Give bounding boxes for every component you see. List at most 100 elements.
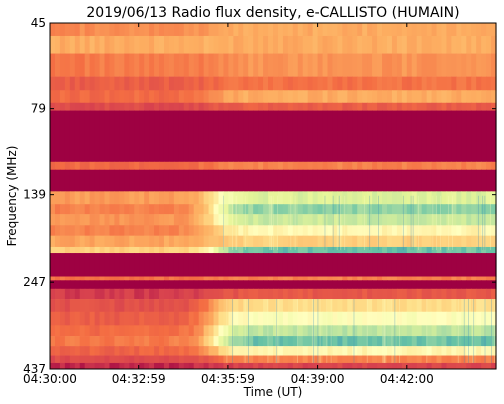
heatmap-cell (441, 90, 448, 104)
heatmap-cell (287, 102, 294, 111)
heatmap-cell (471, 253, 477, 277)
heatmap-cell (372, 110, 378, 163)
heatmap-cell (198, 214, 205, 226)
heatmap-cell (139, 214, 145, 226)
heatmap-cell (441, 325, 448, 337)
heatmap-cell (367, 355, 373, 364)
heatmap-cell (396, 53, 403, 77)
heatmap-cell (159, 35, 165, 54)
heatmap-cell (74, 355, 81, 364)
heatmap-cell (302, 246, 309, 254)
heatmap-cell (208, 35, 215, 54)
heatmap-cell (243, 280, 249, 290)
heatmap-cell (163, 225, 170, 236)
heatmap-cell (134, 280, 140, 290)
heatmap-cell (416, 276, 423, 281)
heatmap-cell (99, 336, 106, 347)
heatmap-cell (203, 90, 210, 104)
heatmap-cell (416, 102, 423, 111)
heatmap-cell (287, 23, 294, 37)
heatmap-cell (282, 76, 289, 91)
heatmap-cell (193, 336, 200, 347)
heatmap-cell (391, 53, 398, 77)
heatmap-cell (243, 110, 249, 163)
heatmap-cell (124, 169, 130, 192)
heatmap-cell (149, 23, 155, 37)
heatmap-cell (64, 235, 71, 248)
heatmap-cell (307, 204, 314, 215)
heatmap-cell (391, 325, 398, 337)
heatmap-cell (372, 336, 378, 347)
heatmap-cell (258, 288, 264, 300)
heatmap-cell (50, 362, 56, 370)
heatmap-cell (50, 169, 56, 192)
heatmap-cell (50, 53, 56, 77)
heatmap-cell (426, 276, 433, 281)
heatmap-cell (287, 362, 294, 370)
heatmap-cell (406, 276, 413, 281)
heatmap-cell (491, 246, 497, 254)
heatmap-cell (431, 53, 438, 77)
heatmap-cell (426, 311, 433, 326)
heatmap-cell (481, 214, 487, 226)
heatmap-cell (149, 53, 155, 77)
heatmap-cell (322, 225, 329, 236)
heatmap-cell (406, 225, 413, 236)
heatmap-cell (79, 246, 86, 254)
heatmap-cell (431, 355, 438, 364)
heatmap-cell (198, 346, 205, 356)
heatmap-cell (277, 225, 284, 236)
heatmap-cell (292, 191, 299, 205)
heatmap-cell (129, 276, 135, 281)
heatmap-cell (362, 235, 368, 248)
heatmap-cell (436, 110, 443, 163)
heatmap-cell (168, 169, 175, 192)
heatmap-cell (352, 362, 358, 370)
heatmap-cell (54, 35, 61, 54)
heatmap-cell (104, 253, 111, 277)
heatmap-cell (233, 204, 239, 215)
heatmap-cell (84, 346, 91, 356)
heatmap-cell (149, 299, 155, 313)
heatmap-cell (461, 355, 467, 364)
heatmap-cell (99, 276, 106, 281)
heatmap-cell (59, 325, 66, 337)
heatmap-cell (322, 110, 329, 163)
heatmap-cell (352, 214, 358, 226)
heatmap-cell (268, 169, 274, 192)
heatmap-cell (337, 299, 343, 313)
heatmap-cell (243, 76, 249, 91)
heatmap-cell (411, 346, 418, 356)
heatmap-cell (213, 110, 220, 163)
heatmap-cell (213, 288, 220, 300)
heatmap-cell (193, 280, 200, 290)
heatmap-cell (362, 311, 368, 326)
heatmap-cell (481, 253, 487, 277)
heatmap-cell (377, 362, 383, 370)
heatmap-cell (79, 299, 86, 313)
heatmap-cell (421, 23, 428, 37)
heatmap-cell (396, 90, 403, 104)
heatmap-cell (297, 191, 304, 205)
heatmap-cell (119, 169, 125, 192)
heatmap-cell (426, 214, 433, 226)
heatmap-cell (302, 23, 309, 37)
heatmap-cell (154, 299, 160, 313)
heatmap-cell (382, 288, 388, 300)
heatmap-cell (119, 253, 125, 277)
heatmap-cell (332, 288, 339, 300)
heatmap-cell (391, 336, 398, 347)
heatmap-cell (134, 346, 140, 356)
heatmap-cell (79, 161, 86, 171)
heatmap-cell (168, 362, 175, 370)
heatmap-cell (307, 288, 314, 300)
heatmap-cell (456, 35, 462, 54)
heatmap-cell (173, 311, 180, 326)
heatmap-cell (139, 76, 145, 91)
heatmap-cell (486, 35, 492, 54)
heatmap-cell (228, 325, 234, 337)
heatmap-cell (287, 280, 294, 290)
heatmap-cell (441, 280, 448, 290)
heatmap-cell (401, 336, 408, 347)
heatmap-cell (243, 311, 249, 326)
